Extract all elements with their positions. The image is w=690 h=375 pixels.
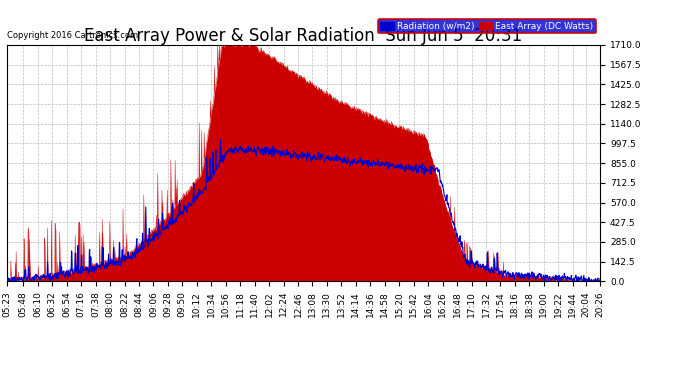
Title: East Array Power & Solar Radiation  Sun Jun 5  20:31: East Array Power & Solar Radiation Sun J…	[84, 27, 523, 45]
Text: Copyright 2016 Cartronics.com: Copyright 2016 Cartronics.com	[7, 31, 138, 40]
Legend: Radiation (w/m2), East Array (DC Watts): Radiation (w/m2), East Array (DC Watts)	[377, 19, 595, 33]
